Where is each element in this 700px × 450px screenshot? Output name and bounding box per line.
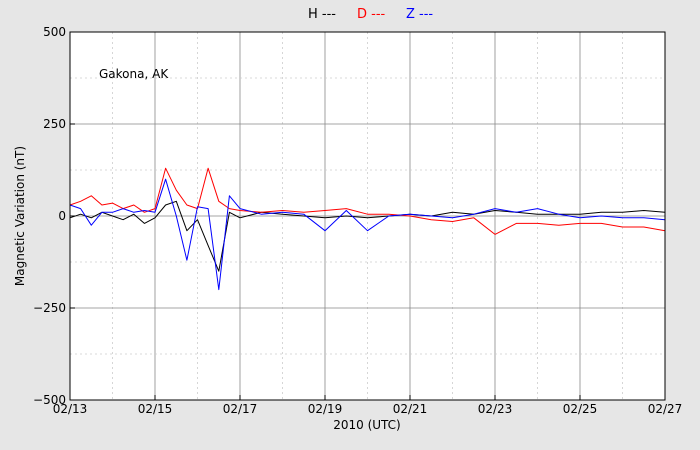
y-tick-label: −500 [33, 393, 66, 407]
x-tick-label: 02/23 [478, 402, 513, 416]
y-axis-label: Magnetic Variation (nT) [13, 146, 27, 286]
x-tick-label: 02/19 [308, 402, 343, 416]
legend-entry-z: Z --- [406, 7, 433, 22]
series-line-h [69, 200, 666, 272]
y-tick-label: 500 [43, 25, 66, 39]
y-tick-label: 0 [58, 209, 66, 223]
grid [70, 32, 665, 400]
y-tick-label: 250 [43, 117, 66, 131]
y-tick-label: −250 [33, 301, 66, 315]
legend-entry-d: D --- [357, 7, 386, 22]
legend-entry-h: H --- [308, 7, 336, 22]
x-tick-label: 02/27 [648, 402, 683, 416]
location-annotation: Gakona, AK [99, 67, 169, 81]
x-tick-label: 02/15 [138, 402, 173, 416]
series-layer [69, 167, 666, 291]
x-axis-label: 2010 (UTC) [333, 418, 401, 432]
series-line-z [69, 178, 666, 291]
legend: H --- D --- Z --- [308, 7, 433, 22]
x-tick-label: 02/13 [53, 402, 88, 416]
x-tick-label: 02/17 [223, 402, 258, 416]
series-line-d [69, 167, 666, 235]
x-tick-label: 02/21 [393, 402, 428, 416]
axis-ticks: 02/13 02/15 02/17 02/19 02/21 02/23 02/25 02/27… [33, 25, 682, 416]
x-tick-label: 02/25 [563, 402, 598, 416]
